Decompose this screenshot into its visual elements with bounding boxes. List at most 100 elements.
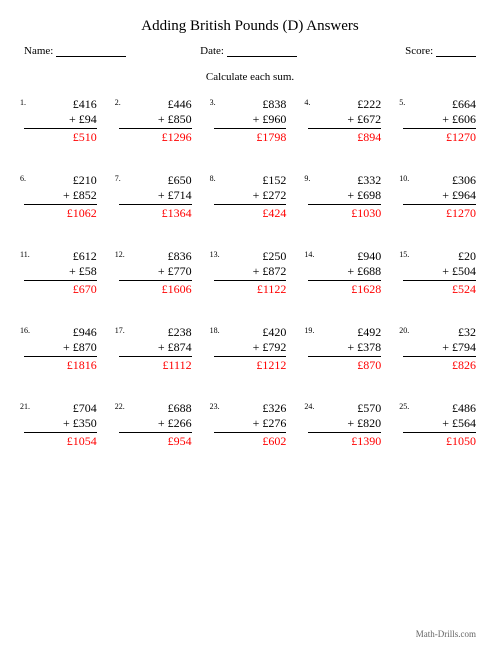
addend-a: £420 (214, 325, 287, 340)
problem: 20.£32+ £794£826 (403, 325, 476, 373)
problem: 5.£664+ £606£1270 (403, 97, 476, 145)
problem: 10.£306+ £964£1270 (403, 173, 476, 221)
addend-a: £32 (403, 325, 476, 340)
meta-row: Name: Date: Score: (24, 45, 476, 57)
addend-b: + £874 (119, 340, 192, 357)
page-title: Adding British Pounds (D) Answers (24, 18, 476, 35)
problem: 2.£446+ £850£1296 (119, 97, 192, 145)
answer: £424 (214, 205, 287, 221)
answer: £1050 (403, 433, 476, 449)
problem: 22.£688+ £266£954 (119, 401, 192, 449)
problem: 12.£836+ £770£1606 (119, 249, 192, 297)
answer: £1112 (119, 357, 192, 373)
problem: 1.£416+ £94£510 (24, 97, 97, 145)
answer: £1364 (119, 205, 192, 221)
addend-b: + £852 (24, 188, 97, 205)
addend-b: + £820 (308, 416, 381, 433)
problem: 6.£210+ £852£1062 (24, 173, 97, 221)
problem-body: £836+ £770£1606 (119, 249, 192, 297)
answer: £870 (308, 357, 381, 373)
worksheet-page: Adding British Pounds (D) Answers Name: … (0, 0, 500, 647)
problem-number: 13. (210, 250, 220, 260)
problem-number: 24. (304, 402, 314, 412)
problem-body: £570+ £820£1390 (308, 401, 381, 449)
problem-body: £210+ £852£1062 (24, 173, 97, 221)
addend-a: £446 (119, 97, 192, 112)
addend-b: + £276 (214, 416, 287, 433)
problem: 25.£486+ £564£1050 (403, 401, 476, 449)
problem-body: £650+ £714£1364 (119, 173, 192, 221)
name-blank (56, 46, 126, 57)
score-label: Score: (405, 45, 433, 57)
problem-body: £664+ £606£1270 (403, 97, 476, 145)
problem-body: £688+ £266£954 (119, 401, 192, 449)
problem-number: 7. (115, 174, 121, 184)
problem-number: 6. (20, 174, 26, 184)
problem-body: £222+ £672£894 (308, 97, 381, 145)
problem-number: 17. (115, 326, 125, 336)
problem-number: 22. (115, 402, 125, 412)
addend-b: + £872 (214, 264, 287, 281)
problem: 13.£250+ £872£1122 (214, 249, 287, 297)
problem: 7.£650+ £714£1364 (119, 173, 192, 221)
problem-number: 12. (115, 250, 125, 260)
problem-number: 5. (399, 98, 405, 108)
addend-b: + £714 (119, 188, 192, 205)
answer: £1062 (24, 205, 97, 221)
problem-number: 4. (304, 98, 310, 108)
addend-b: + £870 (24, 340, 97, 357)
problem-body: £838+ £960£1798 (214, 97, 287, 145)
problem-number: 3. (210, 98, 216, 108)
problem-body: £612+ £58£670 (24, 249, 97, 297)
addend-b: + £272 (214, 188, 287, 205)
addend-a: £836 (119, 249, 192, 264)
answer: £1270 (403, 129, 476, 145)
answer: £826 (403, 357, 476, 373)
problem-number: 20. (399, 326, 409, 336)
answer: £1816 (24, 357, 97, 373)
problem: 24.£570+ £820£1390 (308, 401, 381, 449)
problem-number: 25. (399, 402, 409, 412)
addend-b: + £770 (119, 264, 192, 281)
problem-body: £250+ £872£1122 (214, 249, 287, 297)
addend-a: £326 (214, 401, 287, 416)
problem-body: £704+ £350£1054 (24, 401, 97, 449)
addend-a: £492 (308, 325, 381, 340)
problem: 23.£326+ £276£602 (214, 401, 287, 449)
addend-b: + £688 (308, 264, 381, 281)
addend-a: £486 (403, 401, 476, 416)
addend-a: £940 (308, 249, 381, 264)
addend-a: £416 (24, 97, 97, 112)
instruction: Calculate each sum. (24, 71, 476, 83)
answer: £1212 (214, 357, 287, 373)
addend-a: £664 (403, 97, 476, 112)
problem-body: £20+ £504£524 (403, 249, 476, 297)
score-blank (436, 46, 476, 57)
answer: £1054 (24, 433, 97, 449)
problem-number: 11. (20, 250, 30, 260)
addend-b: + £698 (308, 188, 381, 205)
addend-b: + £606 (403, 112, 476, 129)
answer: £1270 (403, 205, 476, 221)
date-label: Date: (200, 45, 224, 57)
addend-a: £20 (403, 249, 476, 264)
addend-a: £704 (24, 401, 97, 416)
addend-a: £250 (214, 249, 287, 264)
problem-body: £238+ £874£1112 (119, 325, 192, 373)
problem-body: £306+ £964£1270 (403, 173, 476, 221)
problem-number: 8. (210, 174, 216, 184)
addend-a: £332 (308, 173, 381, 188)
problems-grid: 1.£416+ £94£510 2.£446+ £850£1296 3.£838+ … (24, 97, 476, 449)
problem-number: 18. (210, 326, 220, 336)
answer: £524 (403, 281, 476, 297)
problem-number: 15. (399, 250, 409, 260)
addend-a: £210 (24, 173, 97, 188)
problem-body: £946+ £870£1816 (24, 325, 97, 373)
addend-b: + £378 (308, 340, 381, 357)
answer: £510 (24, 129, 97, 145)
date-blank (227, 46, 297, 57)
answer: £954 (119, 433, 192, 449)
problem: 8.£152+ £272£424 (214, 173, 287, 221)
problem: 9.£332+ £698£1030 (308, 173, 381, 221)
addend-a: £306 (403, 173, 476, 188)
